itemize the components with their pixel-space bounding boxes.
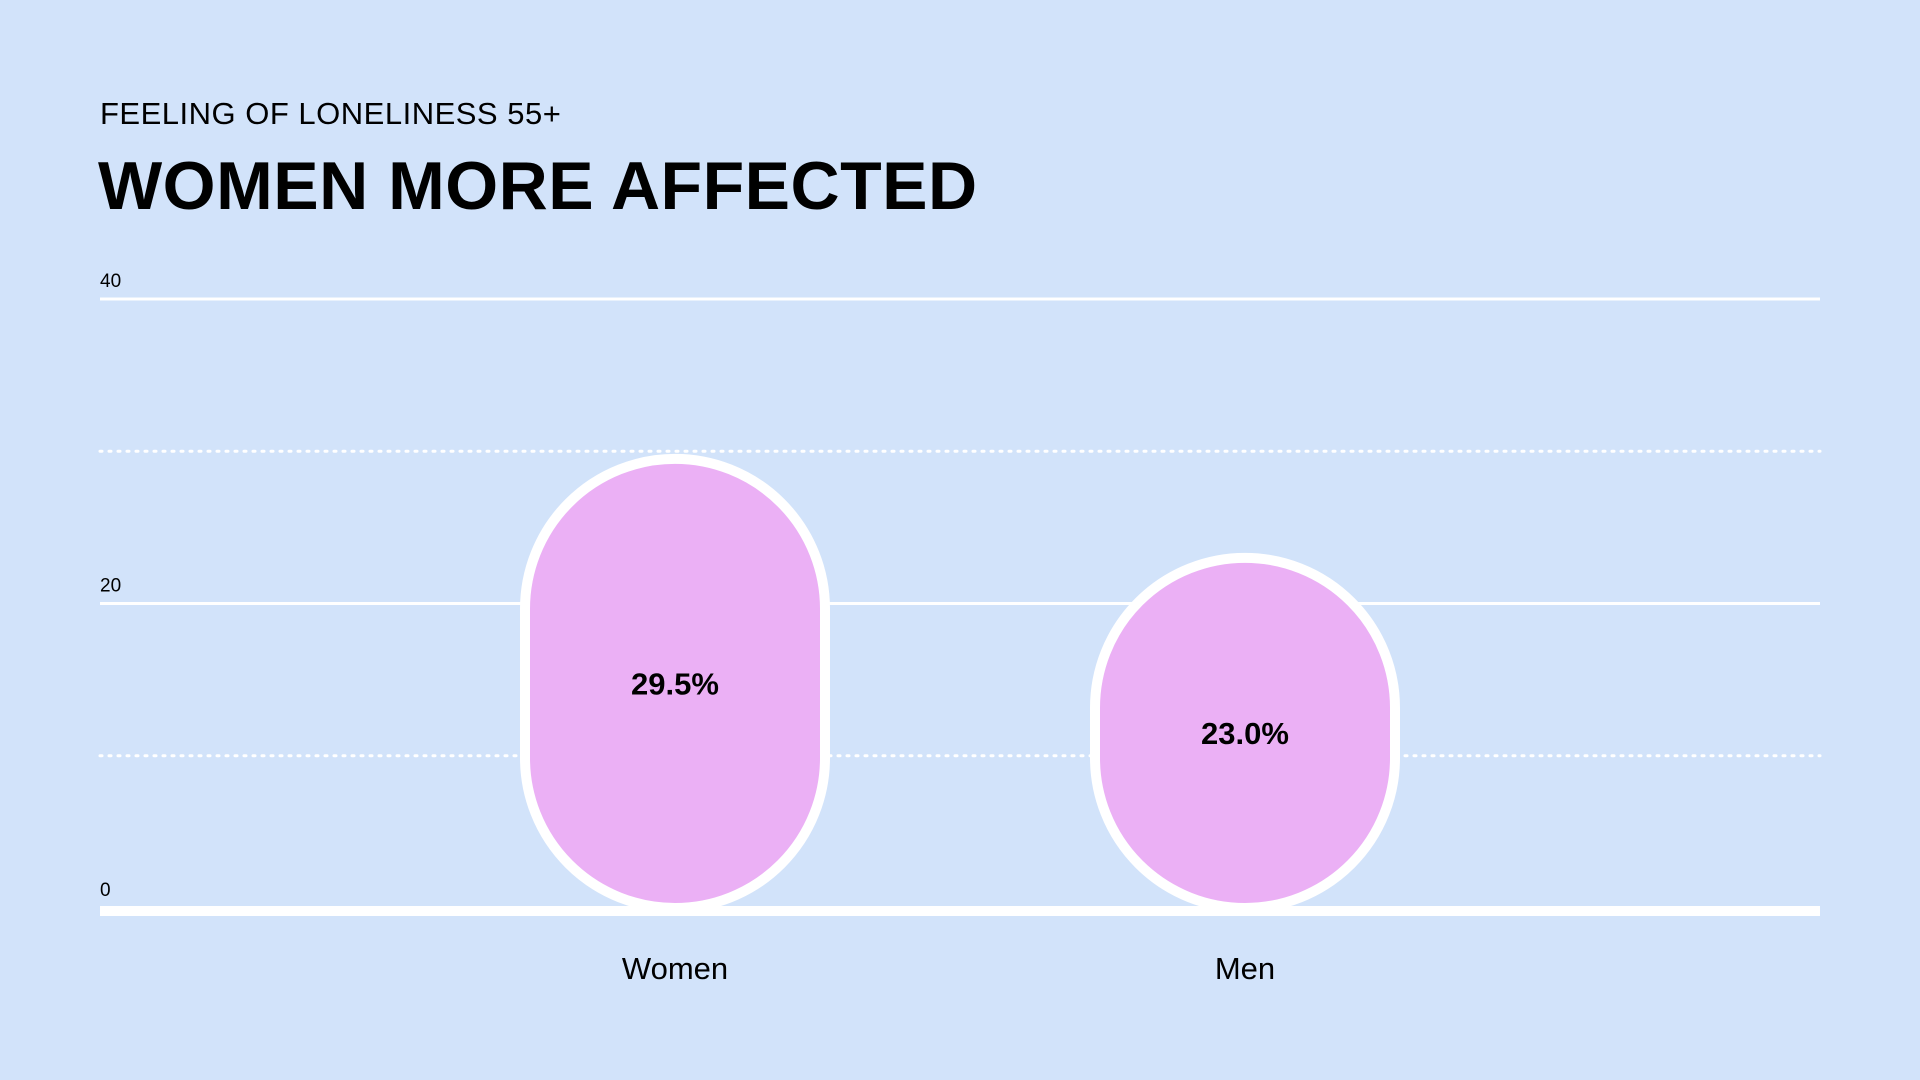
data-label: 29.5%	[631, 666, 719, 701]
labels: 0 20 40 29.5% Women 23.0% Men	[100, 271, 1289, 986]
data-label: 23.0%	[1201, 716, 1289, 751]
x-axis-baseline	[100, 906, 1820, 916]
x-tick-label: Men	[1215, 951, 1275, 986]
x-axis	[100, 906, 1820, 916]
chart-subtitle: FEELING OF LONELINESS 55+	[100, 96, 562, 131]
y-tick-label: 20	[100, 576, 121, 597]
bar-men	[1090, 552, 1400, 913]
bars	[520, 453, 1400, 913]
chart-title: WOMEN MORE AFFECTED	[98, 148, 978, 224]
x-tick-label: Women	[622, 951, 728, 986]
y-tick-label: 40	[100, 271, 121, 292]
bar-women	[520, 453, 830, 913]
gridlines	[98, 297, 1822, 758]
y-tick-label: 0	[100, 880, 111, 901]
